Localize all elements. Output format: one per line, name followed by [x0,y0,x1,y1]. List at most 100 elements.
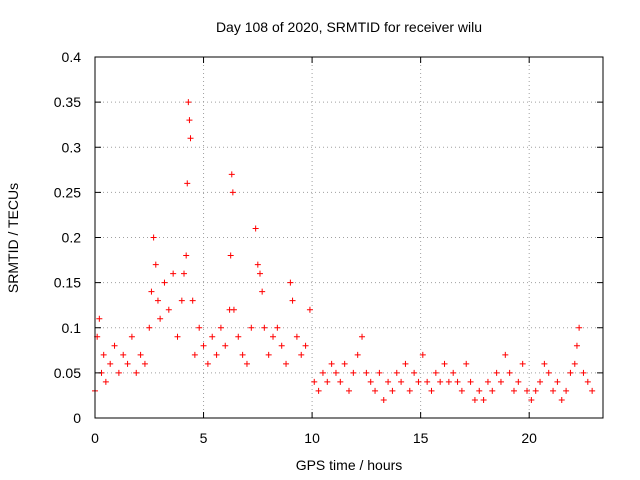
data-point [100,351,107,358]
data-point [571,360,578,367]
data-point [185,99,192,106]
data-point [506,369,513,376]
data-point [222,342,229,349]
data-point [389,387,396,394]
data-point [319,369,326,376]
data-point [200,342,207,349]
y-tick-label: 0.35 [54,94,81,110]
data-point [450,369,457,376]
data-point [372,387,379,394]
data-point [154,297,161,304]
y-tick-label: 0 [73,410,81,426]
data-point [102,378,109,385]
data-point [124,360,131,367]
y-tick-label: 0.1 [62,320,82,336]
data-point [261,324,268,331]
data-point [359,333,366,340]
data-point [328,360,335,367]
data-point [252,225,259,232]
data-point [248,324,255,331]
data-point [96,315,103,322]
data-point [274,324,281,331]
data-point [107,360,114,367]
data-point [402,360,409,367]
data-point [541,360,548,367]
data-point [178,297,185,304]
data-point [111,342,118,349]
y-axis-label: SRMTID / TECUs [5,183,21,293]
data-point [157,315,164,322]
data-point [406,387,413,394]
x-tick-label: 0 [91,430,99,446]
data-point [545,369,552,376]
data-point [528,396,535,403]
data-point [376,369,383,376]
data-point [537,378,544,385]
data-point [181,270,188,277]
data-point [497,378,504,385]
data-point [489,387,496,394]
data-point [209,333,216,340]
data-point [350,369,357,376]
data-point [278,342,285,349]
x-tick-label: 20 [521,430,537,446]
data-point [311,378,318,385]
data-point [217,324,224,331]
data-point [170,270,177,277]
data-point [228,171,235,178]
data-point [554,378,561,385]
data-point [415,378,422,385]
data-point [287,279,294,286]
data-point [519,360,526,367]
data-point [150,234,157,241]
data-point [385,378,392,385]
data-point [458,387,465,394]
data-point [189,297,196,304]
data-point [363,369,370,376]
data-point [354,351,361,358]
data-point [380,396,387,403]
data-point [411,369,418,376]
data-point [196,324,203,331]
data-point [367,378,374,385]
data-point [454,378,461,385]
data-point [332,369,339,376]
axis-ticks: 0 5 10 15 20 0 0.05 0.1 0.15 0.2 0.25 0.3 0.35 0.4 [54,49,603,446]
data-point [120,351,127,358]
gridlines [95,57,603,418]
data-point [324,378,331,385]
data-point [573,342,580,349]
data-point [563,387,570,394]
x-axis-label: GPS time / hours [296,457,403,473]
data-point [265,351,272,358]
data-point [432,369,439,376]
data-point [493,369,500,376]
data-point [398,378,405,385]
data-point [337,378,344,385]
data-point [148,288,155,295]
data-point [567,369,574,376]
x-tick-label: 15 [413,430,429,446]
data-point [480,396,487,403]
data-point [115,369,122,376]
y-tick-label: 0.25 [54,184,81,200]
data-point [270,333,277,340]
data-point [419,351,426,358]
data-point [589,387,596,394]
data-point [239,351,246,358]
data-point [229,189,236,196]
data-point [146,324,153,331]
data-point [302,342,309,349]
data-point [476,387,483,394]
data-point [515,378,522,385]
data-point [532,387,539,394]
data-point [165,306,172,313]
data-point [161,279,168,286]
data-point [243,360,250,367]
data-point [550,387,557,394]
data-point [341,360,348,367]
data-point [186,117,193,124]
data-point [289,297,296,304]
